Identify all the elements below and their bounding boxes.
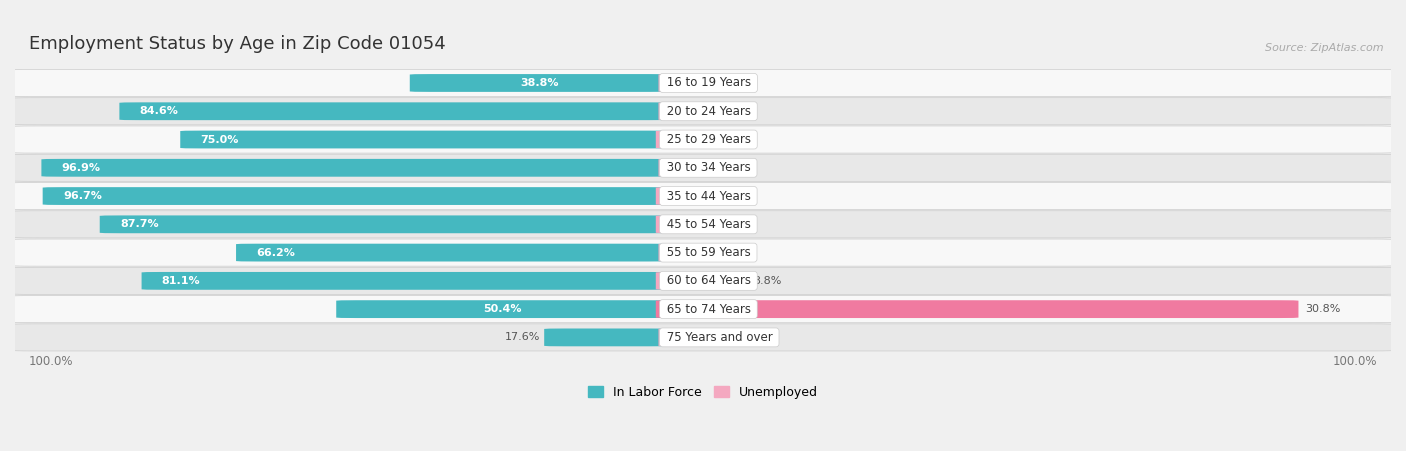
Text: 30 to 34 Years: 30 to 34 Years (662, 161, 754, 174)
FancyBboxPatch shape (1, 324, 1405, 351)
Text: 0.0%: 0.0% (696, 248, 724, 258)
FancyBboxPatch shape (658, 159, 690, 177)
FancyBboxPatch shape (655, 272, 747, 290)
FancyBboxPatch shape (655, 131, 716, 148)
FancyBboxPatch shape (655, 187, 706, 205)
Text: 3.8%: 3.8% (754, 276, 782, 286)
Text: Source: ZipAtlas.com: Source: ZipAtlas.com (1265, 43, 1384, 53)
Text: 0.0%: 0.0% (696, 332, 724, 342)
FancyBboxPatch shape (409, 74, 669, 92)
Text: 45 to 54 Years: 45 to 54 Years (662, 218, 754, 231)
Text: 0.0%: 0.0% (696, 163, 724, 173)
FancyBboxPatch shape (142, 272, 669, 290)
Text: 25 to 29 Years: 25 to 29 Years (662, 133, 754, 146)
FancyBboxPatch shape (336, 300, 669, 318)
Text: 1.9%: 1.9% (714, 219, 744, 229)
FancyBboxPatch shape (120, 102, 669, 120)
Text: 66.2%: 66.2% (256, 248, 295, 258)
FancyBboxPatch shape (236, 244, 669, 262)
FancyBboxPatch shape (658, 244, 690, 262)
FancyBboxPatch shape (1, 126, 1405, 153)
Text: 96.7%: 96.7% (63, 191, 101, 201)
Text: 75 Years and over: 75 Years and over (662, 331, 776, 344)
Text: 2.3%: 2.3% (723, 134, 751, 144)
Text: 0.0%: 0.0% (696, 106, 724, 116)
Text: 35 to 44 Years: 35 to 44 Years (662, 189, 754, 202)
Text: 100.0%: 100.0% (28, 355, 73, 368)
FancyBboxPatch shape (1, 69, 1405, 97)
Text: 100.0%: 100.0% (1333, 355, 1378, 368)
Text: Employment Status by Age in Zip Code 01054: Employment Status by Age in Zip Code 010… (28, 35, 446, 53)
Text: 87.7%: 87.7% (120, 219, 159, 229)
FancyBboxPatch shape (41, 159, 669, 177)
FancyBboxPatch shape (42, 187, 669, 205)
FancyBboxPatch shape (658, 102, 690, 120)
FancyBboxPatch shape (655, 216, 709, 233)
FancyBboxPatch shape (658, 329, 690, 346)
FancyBboxPatch shape (100, 216, 669, 233)
Text: 50.4%: 50.4% (484, 304, 522, 314)
FancyBboxPatch shape (658, 74, 690, 92)
Text: 30.8%: 30.8% (1305, 304, 1340, 314)
Text: 84.6%: 84.6% (139, 106, 179, 116)
FancyBboxPatch shape (1, 183, 1405, 210)
Text: 38.8%: 38.8% (520, 78, 558, 88)
Text: 16 to 19 Years: 16 to 19 Years (662, 77, 755, 89)
FancyBboxPatch shape (1, 267, 1405, 295)
Text: 65 to 74 Years: 65 to 74 Years (662, 303, 754, 316)
Text: 96.9%: 96.9% (62, 163, 101, 173)
Legend: In Labor Force, Unemployed: In Labor Force, Unemployed (583, 381, 823, 404)
Text: 60 to 64 Years: 60 to 64 Years (662, 274, 754, 287)
Text: 75.0%: 75.0% (201, 134, 239, 144)
FancyBboxPatch shape (1, 295, 1405, 323)
FancyBboxPatch shape (180, 131, 669, 148)
FancyBboxPatch shape (1, 239, 1405, 266)
Text: 55 to 59 Years: 55 to 59 Years (662, 246, 754, 259)
FancyBboxPatch shape (544, 328, 669, 346)
Text: 17.6%: 17.6% (505, 332, 540, 342)
FancyBboxPatch shape (1, 154, 1405, 181)
Text: 20 to 24 Years: 20 to 24 Years (662, 105, 754, 118)
FancyBboxPatch shape (1, 211, 1405, 238)
FancyBboxPatch shape (655, 300, 1299, 318)
Text: 0.0%: 0.0% (696, 78, 724, 88)
Text: 1.8%: 1.8% (713, 191, 741, 201)
FancyBboxPatch shape (1, 98, 1405, 125)
Text: 81.1%: 81.1% (162, 276, 201, 286)
